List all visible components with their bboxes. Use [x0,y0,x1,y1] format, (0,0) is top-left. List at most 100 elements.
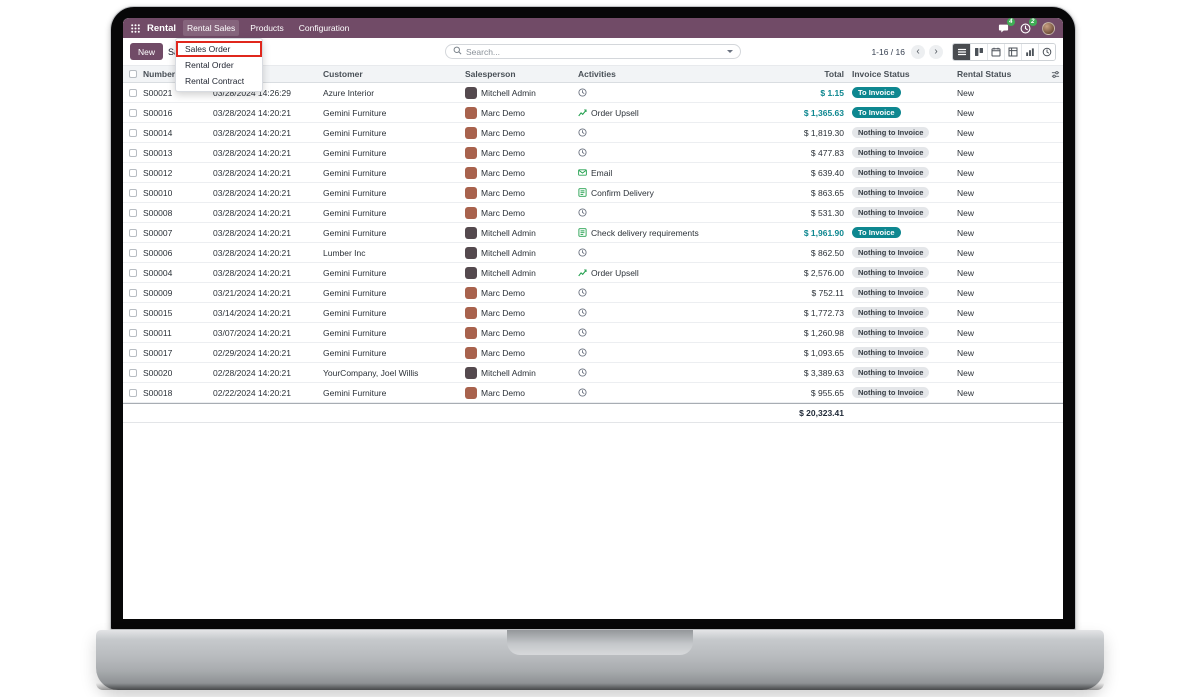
customer-name: Gemini Furniture [323,307,387,318]
upsell-chart-activity-icon[interactable] [578,268,587,277]
table-row[interactable]: S00011 03/07/2024 14:20:21 Gemini Furnit… [123,323,1063,343]
menu-item-rental-order[interactable]: Rental Order [185,60,234,70]
column-header-total[interactable]: Total [824,69,844,79]
table-row[interactable]: S00004 03/28/2024 14:20:21 Gemini Furnit… [123,263,1063,283]
activity-cell[interactable] [578,88,708,97]
table-row[interactable]: S00009 03/21/2024 14:20:21 Gemini Furnit… [123,283,1063,303]
activity-cell[interactable] [578,348,708,357]
list-view-button[interactable] [953,43,970,60]
activity-cell[interactable]: Confirm Delivery [578,188,708,198]
activity-cell[interactable] [578,388,708,397]
calendar-view-button[interactable] [987,43,1004,60]
row-checkbox[interactable] [129,88,137,97]
activity-cell[interactable] [578,368,708,377]
order-total: $ 1,365.63 [803,107,844,118]
graph-view-button[interactable] [1021,43,1038,60]
activity-cell[interactable] [578,328,708,337]
activity-cell[interactable]: Order Upsell [578,108,708,118]
column-header-customer[interactable]: Customer [323,69,363,79]
row-checkbox[interactable] [129,188,137,197]
column-header-number[interactable]: Number [143,69,176,79]
messages-icon[interactable]: 4 [998,18,1015,34]
activities-icon[interactable]: 2 [1020,18,1037,34]
row-checkbox[interactable] [129,348,137,357]
activity-cell[interactable] [578,288,708,297]
table-row[interactable]: S00015 03/14/2024 14:20:21 Gemini Furnit… [123,303,1063,323]
menu-rental-sales[interactable]: Rental Sales [183,20,240,36]
row-checkbox[interactable] [129,388,137,397]
activity-cell[interactable] [578,208,708,217]
tasks-activity-icon[interactable] [578,188,587,197]
row-checkbox[interactable] [129,248,137,257]
activity-cell[interactable] [578,148,708,157]
table-row[interactable]: S00017 02/29/2024 14:20:21 Gemini Furnit… [123,343,1063,363]
activity-view-button[interactable] [1038,43,1055,60]
clock-activity-icon[interactable] [578,148,587,157]
column-header-salesperson[interactable]: Salesperson [465,69,516,79]
table-row[interactable]: S00008 03/28/2024 14:20:21 Gemini Furnit… [123,203,1063,223]
apps-grid-icon[interactable] [131,23,140,33]
menu-item-sales-order[interactable]: Sales Order [176,41,262,57]
row-checkbox[interactable] [129,288,137,297]
clock-activity-icon[interactable] [578,248,587,257]
table-row[interactable]: S00010 03/28/2024 14:20:21 Gemini Furnit… [123,183,1063,203]
table-row[interactable]: S00013 03/28/2024 14:20:21 Gemini Furnit… [123,143,1063,163]
clock-activity-icon[interactable] [578,208,587,217]
row-checkbox[interactable] [129,168,137,177]
table-row[interactable]: S00016 03/28/2024 14:20:21 Gemini Furnit… [123,103,1063,123]
clock-activity-icon[interactable] [578,308,587,317]
table-row[interactable]: S00021 03/28/2024 14:26:29 Azure Interio… [123,83,1063,103]
activity-cell[interactable]: Email [578,168,708,178]
row-checkbox[interactable] [129,208,137,217]
table-row[interactable]: S00018 02/22/2024 14:20:21 Gemini Furnit… [123,383,1063,403]
clock-activity-icon[interactable] [578,368,587,377]
laptop-notch [507,630,693,655]
table-row[interactable]: S00020 02/28/2024 14:20:21 YourCompany, … [123,363,1063,383]
table-row[interactable]: S00006 03/28/2024 14:20:21 Lumber Inc Mi… [123,243,1063,263]
menu-item-rental-contract[interactable]: Rental Contract [185,76,245,86]
activity-cell[interactable] [578,128,708,137]
search-dropdown-caret-icon[interactable] [727,50,733,53]
activity-cell[interactable]: Check delivery requirements [578,228,708,238]
row-checkbox[interactable] [129,128,137,137]
row-checkbox[interactable] [129,308,137,317]
column-header-rental-status[interactable]: Rental Status [957,69,1012,79]
select-all-checkbox[interactable] [129,70,137,78]
pager-previous-button[interactable]: ‹ [911,44,925,59]
column-header-invoice-status[interactable]: Invoice Status [852,69,910,79]
menu-configuration[interactable]: Configuration [298,23,350,33]
clock-activity-icon[interactable] [578,388,587,397]
table-row[interactable]: S00014 03/28/2024 14:20:21 Gemini Furnit… [123,123,1063,143]
user-avatar[interactable] [1042,21,1055,35]
row-checkbox[interactable] [129,328,137,337]
menu-products[interactable]: Products [250,23,284,33]
pager-next-button[interactable]: › [929,44,943,59]
upsell-chart-activity-icon[interactable] [578,108,587,117]
row-checkbox[interactable] [129,368,137,377]
pivot-view-button[interactable] [1004,43,1021,60]
row-checkbox[interactable] [129,108,137,117]
clock-activity-icon[interactable] [578,348,587,357]
activity-cell[interactable]: Order Upsell [578,268,708,278]
clock-activity-icon[interactable] [578,328,587,337]
row-checkbox[interactable] [129,228,137,237]
activity-cell[interactable] [578,308,708,317]
row-checkbox[interactable] [129,148,137,157]
salesperson-avatar [465,146,477,159]
row-checkbox[interactable] [129,268,137,277]
table-row[interactable]: S00012 03/28/2024 14:20:21 Gemini Furnit… [123,163,1063,183]
salesperson-name: Mitchell Admin [481,367,536,378]
kanban-view-button[interactable] [970,43,987,60]
table-row[interactable]: S00007 03/28/2024 14:20:21 Gemini Furnit… [123,223,1063,243]
clock-activity-icon[interactable] [578,88,587,97]
clock-activity-icon[interactable] [578,288,587,297]
column-header-activities[interactable]: Activities [578,69,616,79]
new-button[interactable]: New [130,43,164,60]
app-brand[interactable]: Rental [147,22,177,34]
clock-activity-icon[interactable] [578,128,587,137]
optional-columns-icon[interactable] [1048,70,1063,79]
email-activity-icon[interactable] [578,168,587,177]
activity-cell[interactable] [578,248,708,257]
search-input[interactable]: Search... [445,44,741,59]
tasks-activity-icon[interactable] [578,228,587,237]
